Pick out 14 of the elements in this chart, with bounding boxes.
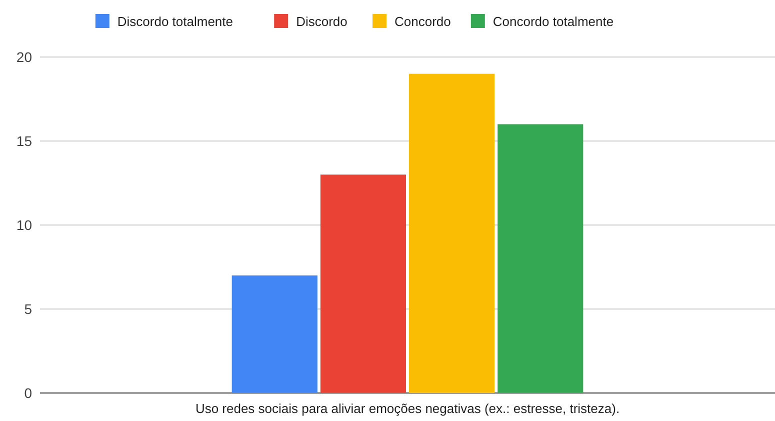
legend-label: Concordo totalmente xyxy=(492,14,614,29)
bar xyxy=(498,124,584,393)
y-tick-label: 20 xyxy=(16,49,32,65)
legend-label: Discordo xyxy=(296,14,348,29)
y-tick-label: 5 xyxy=(24,301,32,317)
legend-label: Concordo xyxy=(394,14,451,29)
bar xyxy=(409,74,495,393)
y-tick-label: 10 xyxy=(16,217,32,233)
legend-label: Discordo totalmente xyxy=(117,14,234,29)
y-tick-label: 15 xyxy=(16,133,32,149)
x-tick-label: Uso redes sociais para aliviar emoções negativas (ex.: estresse, tristeza). xyxy=(195,401,620,416)
bar xyxy=(232,275,318,393)
bar xyxy=(320,174,406,393)
y-tick-label: 0 xyxy=(24,385,32,401)
